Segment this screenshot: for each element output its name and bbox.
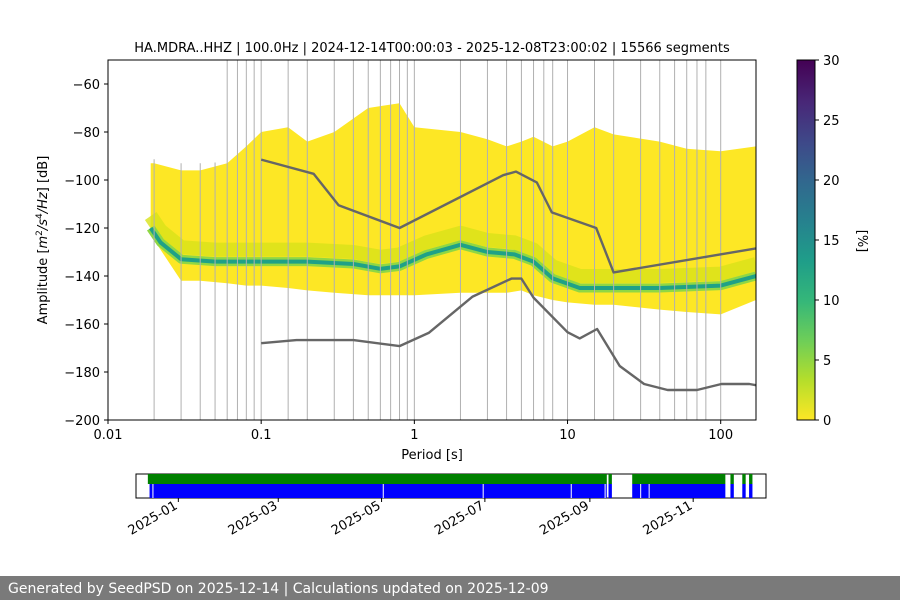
y-tick-label: −160	[64, 318, 100, 333]
chart-title: HA.MDRA..HHZ | 100.0Hz | 2024-12-14T00:0…	[134, 41, 730, 56]
timeline-tick-label: 2025-11	[641, 498, 696, 538]
vertical-grid	[153, 60, 722, 420]
timeline-blue-interval	[749, 484, 753, 498]
x-tick-label: 0.1	[251, 428, 272, 443]
x-tick-label: 1	[410, 428, 418, 443]
noise-model-line	[260, 158, 756, 274]
y-tick-label: −80	[73, 126, 100, 141]
y-tick-label: −140	[64, 270, 100, 285]
timeline-blue-interval	[608, 484, 612, 498]
timeline-tick-label: 2025-07	[432, 498, 487, 538]
y-tick-label: −200	[64, 414, 100, 429]
x-tick-label: 100	[708, 428, 733, 443]
footer-text: Generated by SeedPSD on 2025-12-14 | Cal…	[0, 576, 900, 600]
timeline-tick-label: 2025-05	[329, 498, 384, 538]
colorbar-tick-label: 15	[823, 234, 840, 249]
timeline-blue-bars	[149, 484, 753, 498]
colorbar-label: [%]	[854, 230, 869, 253]
timeline-green-interval	[608, 474, 612, 484]
timeline-tick-label: 2025-01	[126, 498, 181, 538]
x-axis-ticks: 0.01 0.1 1 10 100	[94, 420, 733, 443]
colorbar-tick-label: 20	[823, 174, 840, 189]
figure: HA.MDRA..HHZ | 100.0Hz | 2024-12-14T00:0…	[35, 41, 869, 539]
density-mode-curve	[149, 226, 756, 290]
timeline-tick-label: 2025-03	[226, 498, 281, 538]
colorbar-tick-label: 10	[823, 294, 840, 309]
timeline-green-bars	[147, 474, 753, 484]
x-axis-label: Period [s]	[401, 448, 463, 463]
x-tick-label: 10	[559, 428, 576, 443]
timeline-green-interval	[730, 474, 734, 484]
timeline-green-interval	[749, 474, 753, 484]
timeline-blue-interval	[632, 484, 726, 498]
colorbar-tick-label: 30	[823, 54, 840, 69]
timeline-green-interval	[742, 474, 746, 484]
timeline-tick-label: 2025-09	[537, 498, 592, 538]
y-tick-label: −60	[73, 78, 100, 93]
y-tick-label: −180	[64, 366, 100, 381]
colorbar-ticks: 0 5 10 15 20 25 30	[815, 54, 840, 429]
colorbar-tick-label: 0	[823, 414, 831, 429]
density-heatmap	[144, 103, 756, 315]
x-tick-label: 0.01	[94, 428, 123, 443]
y-axis-ticks: −60 −80 −100 −120 −140 −160 −180 −200	[64, 78, 108, 429]
timeline-blue-interval	[730, 484, 734, 498]
colorbar	[796, 59, 816, 421]
y-tick-label: −100	[64, 174, 100, 189]
noise-model-curves	[260, 158, 756, 392]
density-band-outer	[144, 212, 756, 283]
y-tick-label: −120	[64, 222, 100, 237]
y-axis-label: Amplitude [m2/s4/Hz] [dB]	[35, 156, 51, 325]
noise-model-line	[261, 277, 756, 392]
timeline-blue-interval	[149, 484, 607, 498]
timeline-green-interval	[147, 474, 607, 484]
plot-frame	[107, 59, 757, 421]
timeline-green-interval	[632, 474, 726, 484]
psd-plot-area	[144, 60, 756, 420]
colorbar-tick-label: 25	[823, 114, 840, 129]
timeline-blue-interval	[742, 484, 746, 498]
timeline-ticks: 2025-01 2025-03 2025-05 2025-07 2025-09 2025-…	[126, 498, 695, 539]
colorbar-tick-label: 5	[823, 354, 831, 369]
data-availability-timeline: 2025-01 2025-03 2025-05 2025-07 2025-09 2025-…	[126, 473, 767, 539]
